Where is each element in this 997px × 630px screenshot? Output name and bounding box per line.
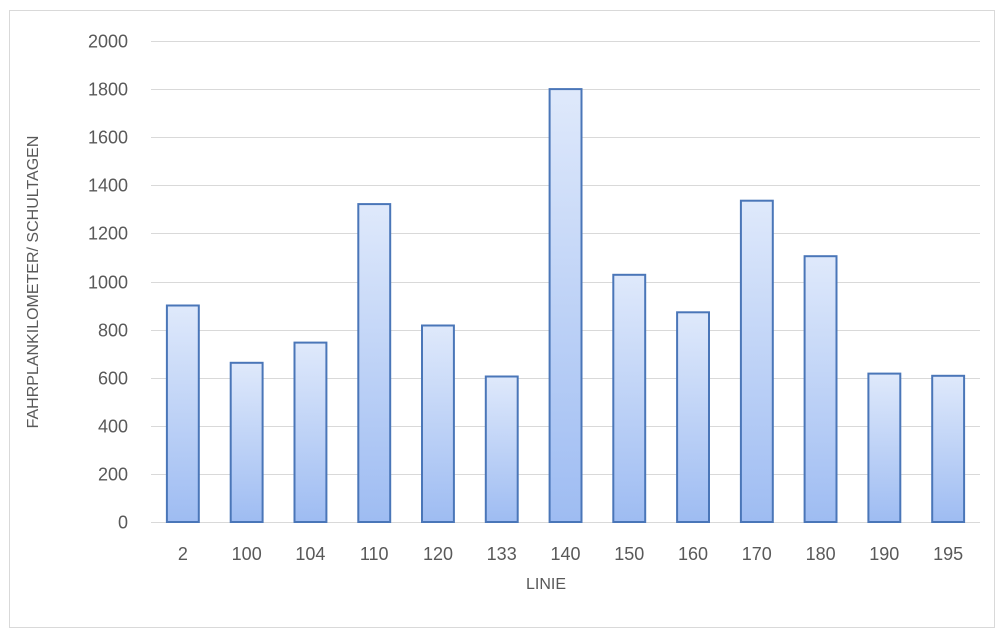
x-tick-label: 120: [423, 544, 453, 564]
y-tick-label: 600: [98, 369, 128, 389]
y-axis-ticks: 0 200 400 600 800 1000 1200 1400 1600 1800 2000: [88, 32, 128, 533]
bars: [165, 88, 966, 523]
bar-180: [803, 255, 838, 523]
y-tick-label: 0: [118, 513, 128, 533]
y-tick-label: 2000: [88, 32, 128, 52]
bar-195: [931, 374, 966, 523]
y-tick-label: 1400: [88, 176, 128, 196]
x-tick-label: 170: [742, 544, 772, 564]
x-tick-label: 104: [295, 544, 325, 564]
x-tick-label: 180: [806, 544, 836, 564]
x-tick-label: 160: [678, 544, 708, 564]
y-tick-label: 200: [98, 465, 128, 485]
y-axis-title: FAHRPLANKILOMETER/ SCHULTAGEN: [25, 136, 42, 429]
x-tick-label: 133: [487, 544, 517, 564]
bar-150: [612, 273, 647, 523]
y-tick-label: 800: [98, 321, 128, 341]
bar-133: [484, 375, 519, 523]
x-axis-title: LINIE: [526, 576, 566, 593]
y-tick-label: 1200: [88, 224, 128, 244]
bar-160: [676, 311, 710, 523]
x-tick-label: 2: [178, 544, 188, 564]
x-tick-label: 110: [360, 544, 389, 564]
x-axis-ticks: 2 100 104 110 120 133 140 150 160 170 180 190 195: [178, 544, 963, 564]
bar-2: [165, 304, 200, 523]
x-tick-label: 140: [550, 544, 580, 564]
x-tick-label: 100: [232, 544, 262, 564]
y-tick-label: 1600: [88, 128, 128, 148]
y-tick-label: 1000: [88, 273, 128, 293]
bar-120: [421, 324, 455, 523]
bar-110: [357, 203, 392, 523]
x-tick-label: 190: [869, 544, 899, 564]
bar-190: [867, 372, 902, 523]
bar-100: [229, 361, 264, 523]
bar-140: [548, 88, 583, 523]
y-tick-label: 1800: [88, 80, 128, 100]
y-tick-label: 400: [98, 417, 128, 437]
bar-170: [739, 199, 774, 523]
bar-104: [293, 341, 328, 523]
x-tick-label: 195: [933, 544, 963, 564]
x-tick-label: 150: [614, 544, 644, 564]
